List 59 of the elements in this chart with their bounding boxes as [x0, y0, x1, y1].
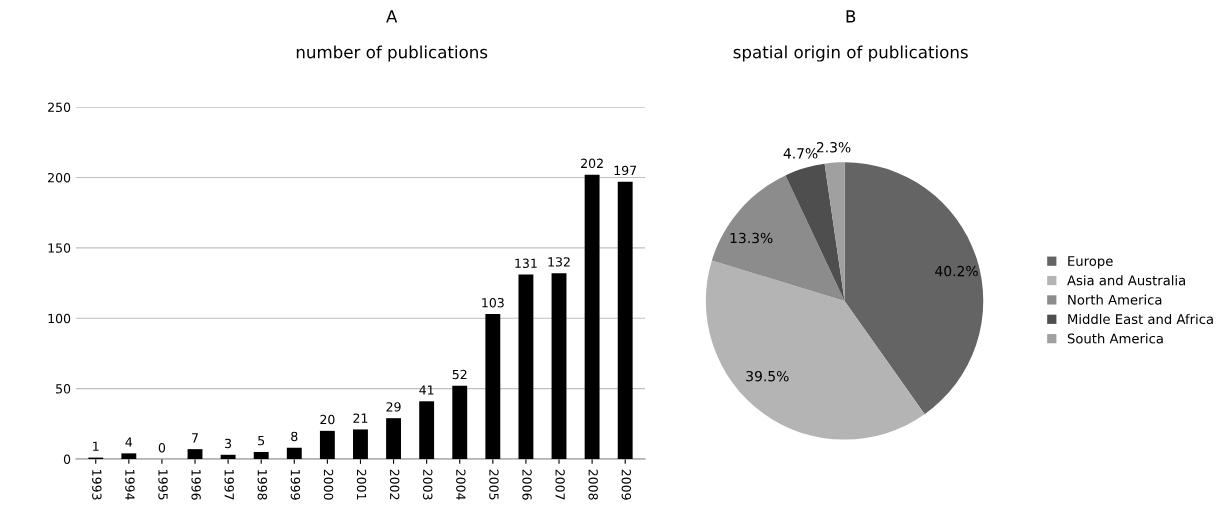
x-tick-label: 2009: [621, 469, 632, 500]
data-label: 40.2%: [935, 265, 978, 277]
x-tick-label: 2006: [522, 469, 532, 500]
x-tick-label: 2004: [456, 469, 466, 500]
y-tick-label: 200: [48, 172, 71, 183]
data-label: 39.5%: [746, 370, 789, 382]
chart-subtitle: spatial origin of publications: [733, 45, 968, 62]
x-tick-label: 1995: [158, 470, 168, 500]
data-label: 131: [515, 258, 537, 269]
data-label: 202: [581, 158, 603, 169]
legend-label: Middle East and Africa: [1068, 313, 1213, 325]
x-tick-label: 1994: [125, 470, 135, 500]
data-label: 20: [320, 414, 335, 425]
data-label: 29: [386, 402, 401, 412]
chart-title: A: [386, 10, 398, 23]
chart-title: B: [846, 10, 856, 23]
pie-slice: [711, 175, 845, 301]
x-tick-label: 2005: [489, 469, 499, 500]
data-label: 4: [125, 437, 133, 447]
y-tick-label: 250: [48, 102, 71, 113]
x-tick-label: 2000: [323, 469, 334, 500]
x-tick-label: 1999: [290, 470, 301, 500]
y-tick-label: 50: [56, 384, 71, 394]
x-tick-label: 2003: [423, 469, 433, 500]
y-tick-label: 100: [48, 313, 71, 324]
data-label: 8: [291, 431, 298, 442]
data-label: 13.3%: [730, 232, 773, 244]
data-label: 197: [614, 165, 637, 176]
pie-slice: [785, 163, 845, 301]
pie-slice: [844, 162, 984, 415]
x-tick-label: 1998: [257, 470, 268, 500]
data-label: 132: [548, 257, 570, 267]
data-label: 4.7%: [783, 148, 818, 159]
data-label: 2.3%: [816, 142, 851, 153]
y-tick-label: 150: [48, 243, 71, 253]
x-tick-label: 2001: [356, 469, 367, 500]
data-label: 5: [258, 436, 265, 446]
x-tick-label: 1996: [191, 470, 201, 500]
data-label: 3: [225, 438, 232, 449]
data-label: 52: [452, 369, 467, 380]
legend-label: Asia and Australia: [1067, 275, 1185, 286]
pie-slice: [824, 162, 845, 301]
x-tick-label: 2007: [555, 469, 565, 500]
data-label: 41: [419, 385, 434, 395]
legend-label: Europe: [1068, 256, 1113, 269]
y-tick-label: 0: [63, 454, 71, 464]
x-tick-label: 1993: [92, 470, 102, 500]
data-label: 7: [192, 433, 198, 443]
x-tick-label: 1997: [224, 470, 234, 500]
chart-subtitle: number of publications: [296, 45, 488, 62]
data-label: 21: [353, 413, 368, 423]
legend-label: South America: [1067, 333, 1163, 344]
pie-slice: [705, 260, 925, 440]
data-label: 0: [158, 442, 166, 453]
legend-label: North America: [1068, 294, 1162, 305]
x-tick-label: 2002: [389, 469, 400, 500]
data-label: 103: [482, 297, 504, 308]
data-label: 1: [93, 441, 99, 451]
x-tick-label: 2008: [588, 469, 598, 500]
